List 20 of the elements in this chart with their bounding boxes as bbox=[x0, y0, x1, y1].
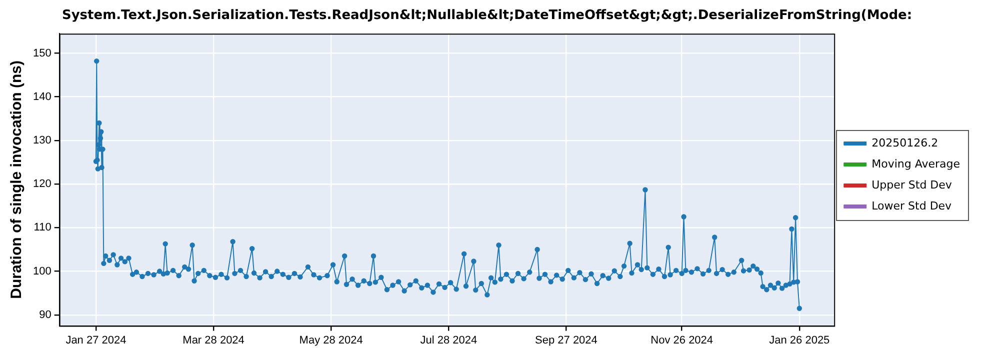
legend-label: Moving Average bbox=[872, 157, 960, 170]
legend-label: Lower Std Dev bbox=[872, 199, 952, 212]
y-tick-label: 130 bbox=[32, 134, 52, 146]
y-tick-label: 150 bbox=[32, 47, 52, 60]
x-tick-label: Nov 26 2024 bbox=[650, 334, 714, 346]
x-tick-label: Jan 26 2025 bbox=[769, 334, 830, 346]
chart-title: System.Text.Json.Serialization.Tests.ReadJson&lt;Nullable&lt;DateTimeOffset&gt;&gt;.DeserializeFromString(Mode: bbox=[62, 8, 912, 24]
y-tick-label: 110 bbox=[34, 222, 52, 234]
x-tick-label: Sep 27 2024 bbox=[535, 334, 598, 346]
x-tick-label: Jul 28 2024 bbox=[420, 334, 478, 346]
y-tick-label: 100 bbox=[32, 265, 52, 278]
legend-label: 20250126.2 bbox=[872, 136, 938, 150]
x-tick-label: Jan 27 2024 bbox=[66, 334, 126, 346]
legend-label: Upper Std Dev bbox=[872, 178, 952, 192]
x-tick-label: May 28 2024 bbox=[299, 334, 363, 346]
y-tick-label: 90 bbox=[39, 308, 52, 321]
y-tick-label: 120 bbox=[32, 178, 52, 190]
x-tick-label: Mar 28 2024 bbox=[182, 334, 244, 346]
y-tick-label: 140 bbox=[32, 90, 52, 103]
y-axis-title: Duration of single invocation (ns) bbox=[8, 60, 26, 299]
